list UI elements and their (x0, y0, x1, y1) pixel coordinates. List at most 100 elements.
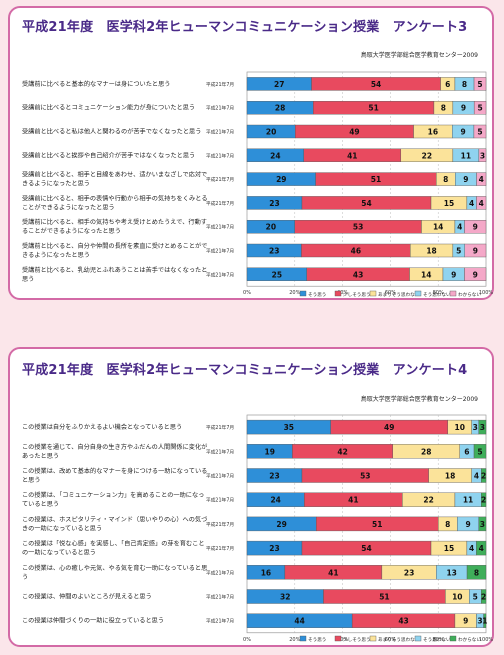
data-label: 22 (422, 151, 432, 160)
question-label: 受講前と比べると、相手と目線をあわせ、适かいまなざしで応対できるようになったと思… (22, 171, 207, 188)
x-tick-label: 80% (433, 637, 444, 643)
row-date-tag: 平成21年7月 (206, 105, 234, 112)
x-tick-label: 60% (385, 637, 396, 643)
question-label: この授業は、「コミュニケーション力」を高めることの一助になっていると思う (22, 491, 204, 508)
stacked-bar-chart-4: 0% 20% 40% 60% 80% 100% この授業は自分をふりかえるよい機会となってい… (22, 414, 494, 643)
data-label: 9 (460, 128, 465, 137)
x-tick-label: 100% (479, 290, 494, 296)
data-label: 35 (284, 423, 294, 432)
data-label: 9 (473, 247, 478, 256)
row-date-tag: 平成21年7月 (206, 152, 234, 159)
data-label: 5 (477, 447, 482, 456)
data-label: 41 (348, 496, 358, 505)
row-date-tag: 平成21年7月 (206, 200, 234, 207)
question-label: この授業は、心の癒しや元気、やる気を育む一助になっていると思う (22, 564, 207, 581)
data-label: 14 (421, 270, 431, 279)
data-label: 4 (457, 223, 462, 232)
data-label: 23 (269, 199, 279, 208)
bar-segment (481, 468, 487, 483)
data-label: 9 (473, 223, 478, 232)
bar-segment (478, 516, 487, 532)
legend-label: そう思う (308, 291, 326, 298)
legend-label: あまりそう思わない (378, 636, 420, 643)
data-label: 51 (371, 175, 381, 184)
row-date-tag: 平成21年7月 (206, 618, 234, 625)
legend-label: 少しそう思う (343, 291, 371, 298)
data-label: 18 (426, 247, 436, 256)
legend-swatch (414, 290, 422, 297)
data-label: 51 (379, 593, 389, 602)
legend-swatch (299, 635, 307, 642)
data-label: 25 (272, 270, 282, 279)
data-label: 28 (275, 104, 285, 113)
row-date-tag: 平成21年7月 (206, 224, 234, 231)
row-date-tag: 平成21年7月 (206, 473, 234, 480)
data-label: 4 (479, 544, 484, 553)
data-label: 3 (480, 520, 485, 529)
data-label: 44 (294, 617, 304, 626)
data-label: 16 (261, 568, 271, 577)
question-label: この授業は仲間づくりの一助に役立っていると思う (22, 617, 164, 625)
x-tick-label: 60% (385, 290, 396, 296)
source-note: 鳥取大学医学部総合医学教育センター2009 (360, 396, 478, 403)
legend-label: わからない (458, 636, 481, 643)
bar-segment (473, 124, 487, 139)
row-date-tag: 平成21年7月 (206, 497, 234, 504)
data-label: 54 (361, 199, 371, 208)
data-label: 54 (371, 80, 381, 89)
row-date-tag: 平成21年7月 (206, 448, 234, 455)
panel-title: 平成21年度 医学科2年ヒューマンコミュニケーション授業 アンケート4 (22, 363, 468, 378)
legend-swatch (299, 290, 307, 297)
data-label: 15 (444, 544, 454, 553)
data-label: 46 (351, 247, 361, 256)
data-label: 14 (433, 223, 443, 232)
data-label: 27 (274, 80, 284, 89)
bar-segment (473, 77, 487, 91)
data-label: 10 (452, 593, 462, 602)
bar-segment (483, 613, 487, 628)
data-label: 9 (473, 270, 478, 279)
legend-swatch (414, 635, 422, 642)
data-label: 3 (480, 151, 485, 160)
bar-segment (478, 148, 487, 163)
bar-segment (466, 565, 487, 580)
legend-label: そう思わない (423, 636, 451, 643)
data-label: 51 (368, 104, 378, 113)
data-label: 9 (451, 270, 456, 279)
data-label: 4 (469, 544, 474, 553)
legend-swatch (369, 290, 377, 297)
row-date-tag: 平成21年7月 (206, 176, 234, 183)
legend-label: そう思う (308, 636, 326, 643)
panel-title: 平成21年度 医学科2年ヒューマンコミュニケーション授業 アンケート3 (22, 20, 468, 35)
data-label: 4 (469, 199, 474, 208)
data-label: 19 (264, 447, 274, 456)
data-label: 4 (479, 199, 484, 208)
bar-segment (476, 172, 487, 186)
survey-panel-3: 平成21年度 医学科2年ヒューマンコミュニケーション授業 アンケート3 鳥取大学… (8, 6, 494, 300)
data-label: 43 (353, 270, 363, 279)
data-label: 29 (276, 175, 286, 184)
question-label: 受講前と比べると私は他人と関わるのが苦手でなくなったと思う (22, 128, 201, 136)
data-label: 41 (347, 151, 357, 160)
source-note: 鳥取大学医学部総合医学教育センター2009 (360, 52, 478, 59)
question-label: この授業は「悦な心感」を実感し、「自己肯定感」の芽を育むことの一助になっていると… (22, 540, 205, 557)
question-label: 受講前に比べると基本的なマナーは身についたと思う (22, 80, 171, 88)
legend-swatch (449, 635, 457, 642)
data-label: 20 (266, 128, 276, 137)
data-label: 49 (349, 128, 359, 137)
x-tick-label: 20% (289, 637, 300, 643)
data-label: 24 (270, 151, 280, 160)
legend-swatch (334, 290, 342, 297)
question-label: 受講前に比べると、相手の表情や行動から相手の気持ちをくみとることができるようにな… (22, 194, 208, 211)
bar-segment (481, 492, 487, 507)
x-tick-label: 100% (479, 637, 494, 643)
data-label: 32 (280, 593, 290, 602)
data-label: 2 (481, 593, 486, 602)
row-date-tag: 平成21年7月 (206, 129, 234, 136)
data-label: 4 (474, 472, 479, 481)
data-label: 5 (477, 80, 482, 89)
question-label: 受講前と比べると、自分や仲間の長所を素直に受けとめることができるようになったと思… (22, 242, 207, 259)
bar-segment (481, 589, 487, 604)
data-label: 41 (328, 568, 338, 577)
question-label: この授業は自分をふりかえるよい機会となっていると思う (22, 423, 182, 431)
